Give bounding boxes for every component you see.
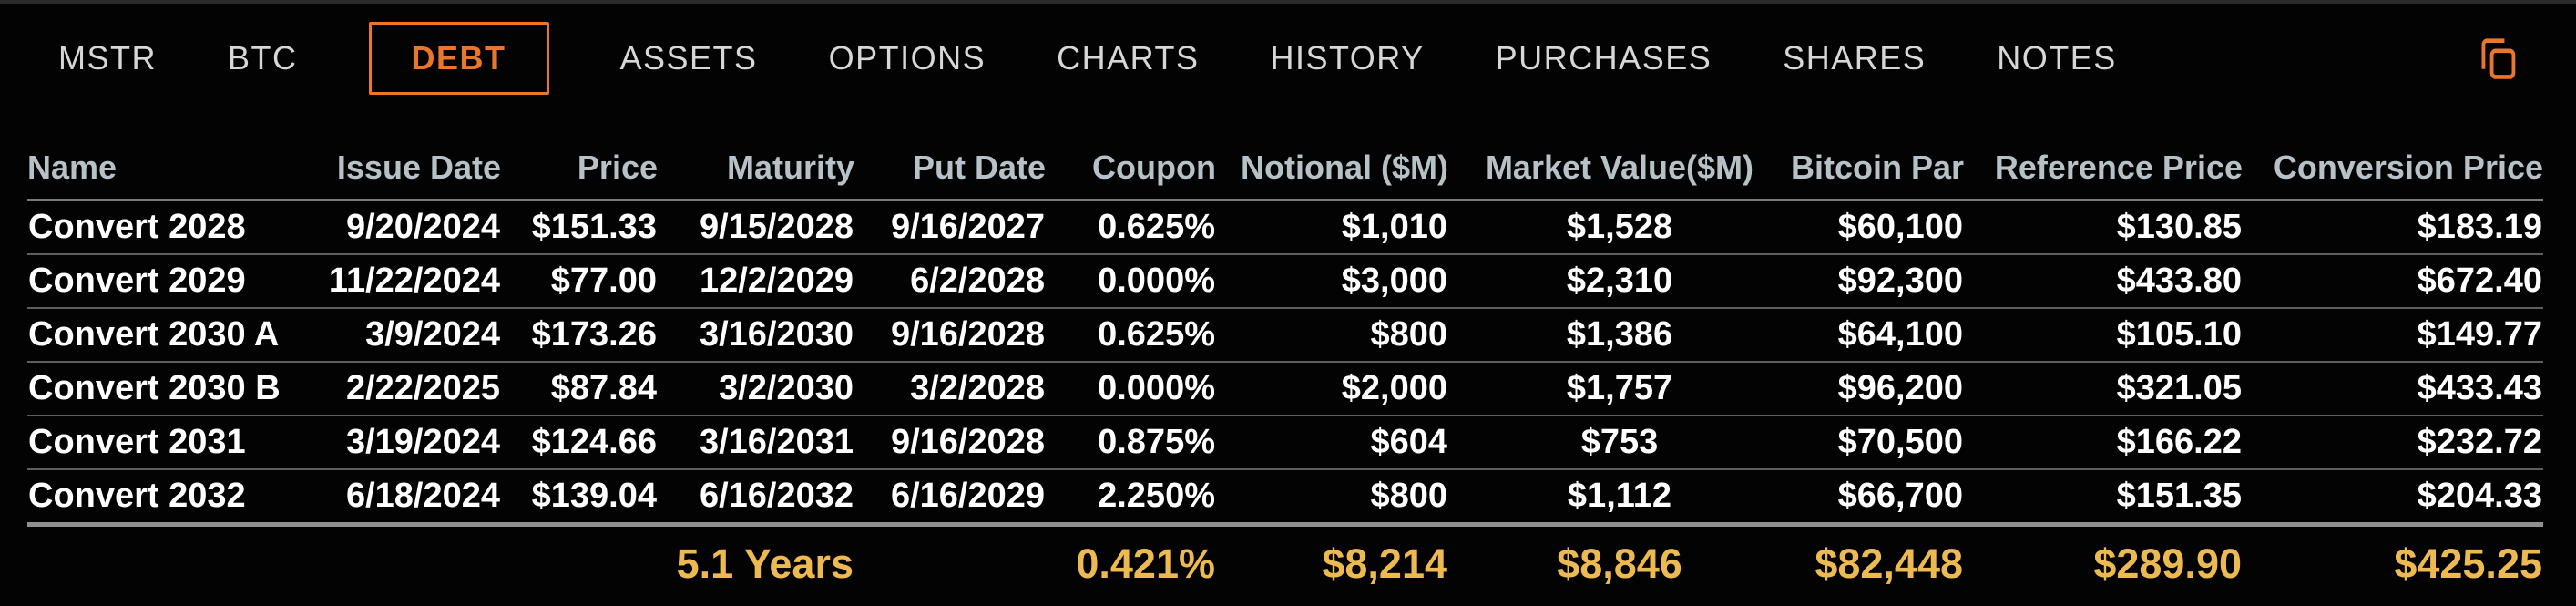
cell-price: $151.33 <box>501 200 658 255</box>
cell-name: Convert 2029 <box>27 254 319 308</box>
cell-notional: $2,000 <box>1216 362 1448 416</box>
header-notional: Notional ($M) <box>1216 112 1448 200</box>
copy-button[interactable] <box>2478 34 2518 82</box>
tab-charts[interactable]: CHARTS <box>1057 39 1199 77</box>
cell-put-date: 6/16/2029 <box>854 469 1046 525</box>
cell-bitcoin-par: $60,100 <box>1791 200 1964 255</box>
header-market-value: Market Value($M) <box>1448 112 1791 200</box>
cell-put-date: 6/2/2028 <box>854 254 1046 308</box>
cell-market-value: $1,528 <box>1448 200 1791 255</box>
table-row: Convert 2030 B 2/22/2025 $87.84 3/2/2030… <box>27 362 2543 416</box>
cell-maturity: 3/2/2030 <box>658 362 854 416</box>
tab-shares[interactable]: SHARES <box>1783 39 1926 77</box>
cell-coupon: 0.000% <box>1046 254 1216 308</box>
cell-reference-price: $105.10 <box>1964 308 2243 362</box>
cell-bitcoin-par: $96,200 <box>1791 362 1964 416</box>
cell-issue-date: 6/18/2024 <box>319 469 501 525</box>
cell-put-date: 9/16/2028 <box>854 416 1046 469</box>
cell-coupon: 2.250% <box>1046 469 1216 525</box>
cell-name: Convert 2028 <box>27 200 319 255</box>
cell-conversion-price: $672.40 <box>2243 254 2543 308</box>
cell-conversion-price: $232.72 <box>2243 416 2543 469</box>
cell-issue-date: 2/22/2025 <box>319 362 501 416</box>
table-row: Convert 2028 9/20/2024 $151.33 9/15/2028… <box>27 200 2543 255</box>
cell-name: Convert 2030 A <box>27 308 319 362</box>
cell-bitcoin-par: $66,700 <box>1791 469 1964 525</box>
cell-conversion-price: $183.19 <box>2243 200 2543 255</box>
cell-reference-price: $151.35 <box>1964 469 2243 525</box>
cell-coupon: 0.000% <box>1046 362 1216 416</box>
cell-reference-price: $166.22 <box>1964 416 2243 469</box>
cell-price: $124.66 <box>501 416 658 469</box>
cell-price: $139.04 <box>501 469 658 525</box>
cell-issue-date: 11/22/2024 <box>319 254 501 308</box>
cell-price: $77.00 <box>501 254 658 308</box>
tab-history[interactable]: HISTORY <box>1270 39 1424 77</box>
cell-bitcoin-par: $64,100 <box>1791 308 1964 362</box>
tab-purchases[interactable]: PURCHASES <box>1496 39 1712 77</box>
cell-market-value: $1,386 <box>1448 308 1791 362</box>
cell-price: $87.84 <box>501 362 658 416</box>
cell-maturity: 6/16/2032 <box>658 469 854 525</box>
cell-issue-date: 3/9/2024 <box>319 308 501 362</box>
table-row: Convert 2030 A 3/9/2024 $173.26 3/16/203… <box>27 308 2543 362</box>
cell-name: Convert 2031 <box>27 416 319 469</box>
cell-notional: $604 <box>1216 416 1448 469</box>
debt-table: Name Issue Date Price Maturity Put Date … <box>27 112 2543 606</box>
header-reference-price: Reference Price <box>1964 112 2243 200</box>
table-row: Convert 2031 3/19/2024 $124.66 3/16/2031… <box>27 416 2543 469</box>
cell-market-value: $1,112 <box>1448 469 1791 525</box>
cell-name: Convert 2030 B <box>27 362 319 416</box>
header-price: Price <box>501 112 658 200</box>
header-put-date: Put Date <box>854 112 1046 200</box>
tab-assets[interactable]: ASSETS <box>620 39 758 77</box>
cell-coupon: 0.875% <box>1046 416 1216 469</box>
header-issue-date: Issue Date <box>319 112 501 200</box>
cell-put-date: 9/16/2028 <box>854 308 1046 362</box>
cell-reference-price: $433.80 <box>1964 254 2243 308</box>
cell-conversion-price: $204.33 <box>2243 469 2543 525</box>
header-coupon: Coupon <box>1046 112 1216 200</box>
copy-icon <box>2478 34 2518 82</box>
table-row: Convert 2032 6/18/2024 $139.04 6/16/2032… <box>27 469 2543 525</box>
cell-market-value: $2,310 <box>1448 254 1791 308</box>
cell-notional: $800 <box>1216 308 1448 362</box>
cell-issue-date: 3/19/2024 <box>319 416 501 469</box>
cell-coupon: 0.625% <box>1046 200 1216 255</box>
cell-bitcoin-par: $92,300 <box>1791 254 1964 308</box>
cell-name: Convert 2032 <box>27 469 319 525</box>
cell-bitcoin-par: $70,500 <box>1791 416 1964 469</box>
header-conversion-price: Conversion Price <box>2243 112 2543 200</box>
cell-reference-price: $321.05 <box>1964 362 2243 416</box>
header-maturity: Maturity <box>658 112 854 200</box>
header-row: Name Issue Date Price Maturity Put Date … <box>27 112 2543 200</box>
cell-maturity: 9/15/2028 <box>658 200 854 255</box>
tab-mstr[interactable]: MSTR <box>58 39 157 77</box>
cell-conversion-price: $149.77 <box>2243 308 2543 362</box>
tab-options[interactable]: OPTIONS <box>829 39 986 77</box>
cell-conversion-price: $433.43 <box>2243 362 2543 416</box>
cell-issue-date: 9/20/2024 <box>319 200 501 255</box>
header-bitcoin-par: Bitcoin Par <box>1791 112 1964 200</box>
cell-coupon: 0.625% <box>1046 308 1216 362</box>
cell-reference-price: $130.85 <box>1964 200 2243 255</box>
cell-maturity: 12/2/2029 <box>658 254 854 308</box>
tab-debt[interactable]: DEBT <box>369 22 549 95</box>
header-name: Name <box>27 112 319 200</box>
cell-notional: $1,010 <box>1216 200 1448 255</box>
cell-maturity: 3/16/2031 <box>658 416 854 469</box>
cell-maturity: 3/16/2030 <box>658 308 854 362</box>
table-row: Convert 2029 11/22/2024 $77.00 12/2/2029… <box>27 254 2543 308</box>
cell-notional: $800 <box>1216 469 1448 525</box>
tab-bar: MSTR BTC DEBT ASSETS OPTIONS CHARTS HIST… <box>0 4 2576 112</box>
cell-notional: $3,000 <box>1216 254 1448 308</box>
tab-btc[interactable]: BTC <box>228 39 298 77</box>
cell-put-date: 3/2/2028 <box>854 362 1046 416</box>
cell-price: $173.26 <box>501 308 658 362</box>
debt-table-container: Name Issue Date Price Maturity Put Date … <box>0 112 2576 606</box>
cell-market-value: $1,757 <box>1448 362 1791 416</box>
tab-notes[interactable]: NOTES <box>1997 39 2117 77</box>
cell-put-date: 9/16/2027 <box>854 200 1046 255</box>
cell-market-value: $753 <box>1448 416 1791 469</box>
